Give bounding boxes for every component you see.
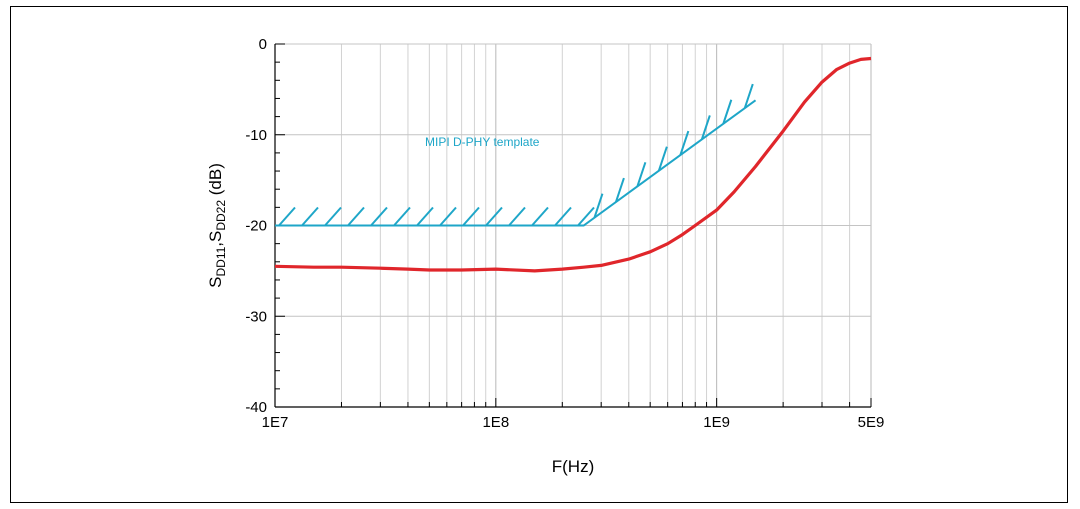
template-line bbox=[275, 99, 757, 227]
template-hatch bbox=[485, 206, 503, 227]
sdd-series-line bbox=[274, 56, 872, 273]
template-hatch bbox=[347, 206, 365, 227]
template-hatch bbox=[393, 206, 411, 227]
series-layer bbox=[274, 56, 872, 273]
y-tick-label: 0 bbox=[259, 36, 267, 53]
template-hatch bbox=[278, 206, 296, 227]
figure-frame: 0 -10 -20 -30 -40 1E7 1E8 1E9 5E9 MIPI D-PHY tem… bbox=[10, 6, 1068, 503]
template-hatch bbox=[508, 206, 526, 227]
y-label-sub1: DD11 bbox=[214, 246, 228, 276]
template-hatch bbox=[301, 206, 319, 227]
y-axis-label: SDD11,SDD22 (dB) bbox=[206, 163, 228, 288]
y-label-sep: ,S bbox=[206, 231, 225, 247]
template-hatch bbox=[416, 206, 434, 227]
template-hatch bbox=[439, 206, 457, 227]
template-hatch bbox=[324, 206, 342, 227]
template-hatch bbox=[593, 193, 604, 218]
y-label-unit: (dB) bbox=[206, 163, 225, 200]
template-layer bbox=[275, 83, 757, 227]
x-tick-label: 1E7 bbox=[262, 414, 289, 431]
y-label-sub2: DD22 bbox=[214, 200, 228, 231]
template-annotation: MIPI D-PHY template bbox=[425, 135, 540, 149]
template-hatch bbox=[577, 206, 595, 227]
template-hatch bbox=[462, 206, 480, 227]
ticks bbox=[274, 43, 872, 408]
x-tick-label: 5E9 bbox=[858, 414, 885, 431]
x-tick-label: 1E8 bbox=[482, 414, 509, 431]
template-hatch bbox=[636, 162, 647, 187]
template-hatch bbox=[679, 130, 690, 156]
template-hatch bbox=[700, 115, 711, 140]
template-hatch bbox=[370, 206, 388, 227]
y-label-main: S bbox=[206, 277, 225, 288]
template-hatch bbox=[554, 206, 572, 227]
template-hatch bbox=[657, 146, 668, 172]
x-axis-label: F(Hz) bbox=[552, 457, 594, 476]
y-tick-label: -30 bbox=[245, 308, 267, 325]
template-hatch bbox=[743, 83, 754, 109]
template-hatch bbox=[614, 177, 625, 203]
x-tick-label: 1E9 bbox=[703, 414, 730, 431]
template-hatch bbox=[531, 206, 549, 227]
template-hatch bbox=[722, 99, 733, 125]
y-tick-label: -10 bbox=[245, 127, 267, 144]
y-tick-label: -20 bbox=[245, 218, 267, 235]
y-tick-label: -40 bbox=[245, 399, 267, 416]
